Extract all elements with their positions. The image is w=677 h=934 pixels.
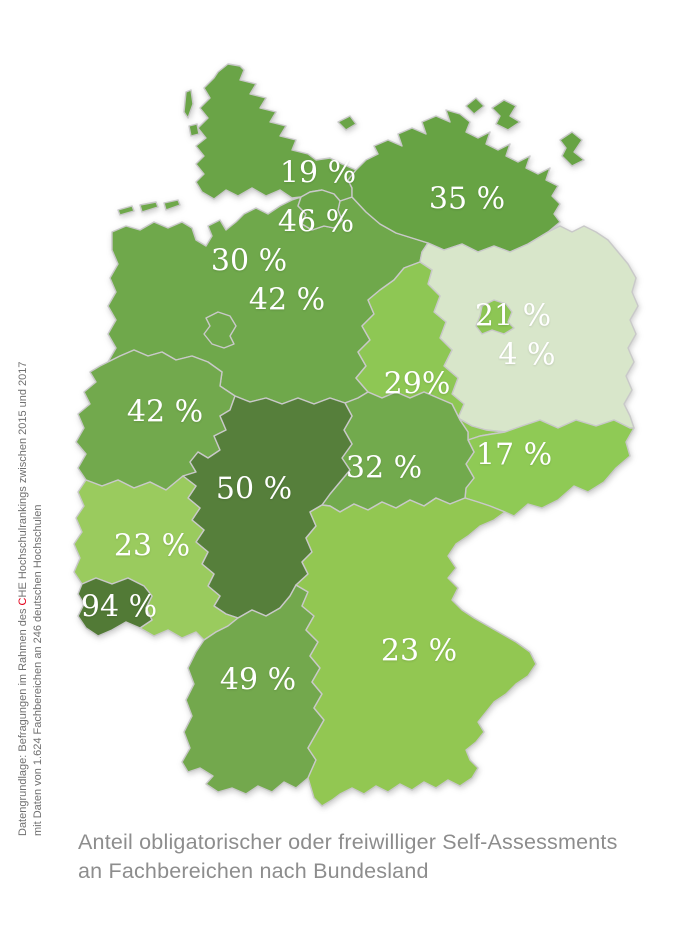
source-note: Datengrundlage: Befragungen im Rahmen de… — [16, 280, 46, 836]
state-saarland — [77, 577, 153, 637]
caption-line2: an Fachbereichen nach Bundesland — [78, 858, 429, 883]
state-bremen — [203, 311, 237, 349]
label-baden-wuerttemberg: 49 % — [220, 663, 296, 698]
island-amrum — [188, 123, 200, 137]
state-bayern — [295, 497, 537, 807]
source-note-line1: Datengrundlage: Befragungen im Rahmen de… — [17, 361, 29, 836]
island-sylt — [183, 89, 194, 119]
state-labels: 19 % 35 % 46 % 30 % 42 % 21 % 4 % 29% 42… — [81, 156, 556, 698]
label-thueringen: 32 % — [346, 451, 422, 486]
island-fehmarn — [337, 115, 357, 131]
label-berlin: 21 % — [475, 299, 551, 334]
island-usedom — [559, 131, 585, 167]
label-rheinland-pfalz: 23 % — [114, 529, 190, 564]
label-niedersachsen: 42 % — [249, 283, 325, 318]
label-sachsen: 17 % — [476, 438, 552, 473]
map-layer — [73, 63, 639, 807]
state-berlin — [475, 299, 515, 335]
island-hiddensee — [465, 97, 485, 115]
caption-line1: Anteil obligatorischer oder freiwilliger… — [78, 830, 618, 854]
label-brandenburg: 4 % — [498, 338, 555, 373]
label-bayern: 23 % — [381, 634, 457, 669]
chart-caption: Anteil obligatorischer oder freiwilliger… — [78, 828, 638, 886]
island-ruegen — [491, 99, 521, 131]
label-schleswig-holstein: 19 % — [280, 156, 356, 191]
label-nordrhein-westfalen: 42 % — [127, 395, 203, 430]
label-saarland: 94 % — [81, 590, 157, 625]
state-hamburg — [297, 189, 343, 231]
label-bremen: 30 % — [211, 244, 287, 279]
label-hessen: 50 % — [216, 472, 292, 507]
island-east-frisian-1 — [117, 205, 135, 216]
islands — [117, 89, 585, 216]
label-sachsen-anhalt: 29% — [384, 367, 451, 402]
label-hamburg: 46 % — [278, 205, 354, 240]
island-east-frisian-3 — [163, 199, 181, 211]
island-east-frisian-2 — [139, 201, 159, 213]
source-note-line2: mit Daten von 1.624 Fachbereichen an 246… — [32, 504, 44, 836]
label-mecklenburg-vorpommern: 35 % — [429, 182, 505, 217]
che-red-letter: C — [17, 597, 29, 606]
